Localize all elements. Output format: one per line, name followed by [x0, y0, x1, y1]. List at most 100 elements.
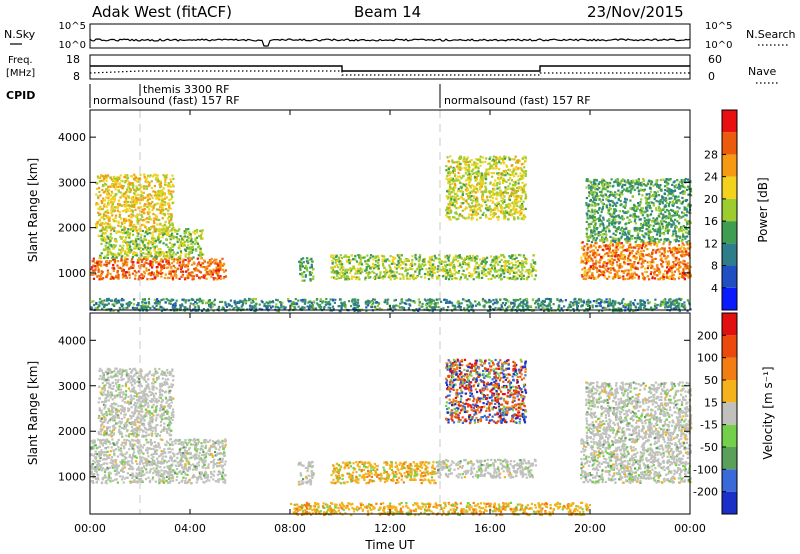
colorbar-segment-2	[722, 243, 737, 266]
velocity-cbar-tick-7: -200	[693, 486, 718, 499]
ytick-label-0: 1000	[58, 267, 86, 280]
ytick-label-1: 2000	[58, 222, 86, 235]
colorbar-segment-4	[722, 402, 737, 425]
colorbar-segment-3	[722, 221, 737, 244]
cpid-entry-normalsound-1: normalsound (fast) 157 RF	[93, 94, 240, 107]
freq-label-line1: Freq.	[8, 55, 33, 66]
scatter-region-7	[585, 381, 693, 441]
power-ylabel: Slant Range [km]	[26, 158, 40, 262]
ytick-label-2: 3000	[58, 176, 86, 189]
nsearch-tick-bottom: 10^0	[705, 40, 732, 51]
velocity-ylabel: Slant Range [km]	[26, 361, 40, 465]
velocity-cbar-tick-1: 100	[697, 352, 718, 365]
scatter-region-6	[580, 241, 692, 281]
nsearch-tick-top: 10^5	[705, 21, 732, 32]
scatter-region-3	[330, 460, 437, 485]
nsky-tick-bottom: 10^0	[59, 40, 86, 51]
nave-label: Nave	[748, 65, 776, 78]
colorbar-segment-8	[722, 313, 737, 336]
freq-tick-bottom: 8	[73, 70, 80, 83]
colorbar-segment-5	[722, 380, 737, 403]
freq-label-line2: [MHz]	[6, 68, 35, 79]
colorbar-segment-6	[722, 154, 737, 177]
colorbar-segment-3	[722, 424, 737, 447]
beam-label: Beam 14	[354, 3, 421, 21]
xtick-label-4: 16:00	[474, 522, 506, 535]
scatter-region-0	[90, 438, 227, 485]
scatter-region-8	[90, 297, 692, 313]
ytick-label-3: 4000	[58, 334, 86, 347]
scatter-region-2	[297, 460, 315, 486]
xaxis-label: Time UT	[364, 538, 415, 552]
cpid-row: CPID themis 3300 RF normalsound (fast) 1…	[6, 83, 591, 108]
power-cbar-tick-5: 24	[704, 171, 718, 184]
power-cbar-tick-4: 20	[704, 193, 718, 206]
freq-tick-top: 18	[66, 53, 80, 66]
power-cbar-tick-6: 28	[704, 148, 718, 161]
velocity-data-layer	[90, 358, 693, 517]
scatter-region-8	[290, 501, 591, 517]
time-axis: 00:00 04:00 08:00 12:00 16:00 20:00 00:00	[74, 110, 706, 535]
ytick-label-2: 3000	[58, 380, 86, 393]
nsearch-label: N.Search	[746, 28, 796, 41]
power-data-layer	[90, 155, 693, 313]
colorbar-segment-0	[722, 491, 737, 514]
colorbar-segment-7	[722, 335, 737, 358]
velocity-colorbar: 200 100 50 15 -15 -50 -100 -200	[693, 312, 738, 515]
date-label: 23/Nov/2015	[587, 3, 684, 21]
radar-title: Adak West (fitACF)	[92, 3, 232, 21]
power-cbar-tick-3: 16	[704, 215, 718, 228]
velocity-cbar-tick-0: 200	[697, 329, 718, 342]
scatter-region-5	[445, 358, 528, 425]
scatter-region-7	[585, 177, 693, 244]
xtick-label-1: 04:00	[174, 522, 206, 535]
xtick-label-3: 12:00	[374, 522, 406, 535]
nsky-tick-top: 10^5	[59, 21, 86, 32]
velocity-cbar-tick-5: -50	[700, 441, 718, 454]
scatter-region-5	[445, 155, 528, 221]
colorbar-segment-7	[722, 132, 737, 155]
power-colorbar-label: Power [dB]	[756, 177, 770, 242]
colorbar-segment-0	[722, 287, 737, 310]
power-colorbar: 4 8 12 16 20 24 28	[704, 109, 738, 311]
nsky-trace	[89, 38, 691, 47]
velocity-panel: 1000 2000 3000 4000 Slant Range [km] 200 100…	[26, 312, 775, 517]
velocity-colorbar-label: Velocity [m s⁻¹]	[761, 366, 775, 459]
power-cbar-tick-0: 4	[711, 282, 718, 295]
velocity-cbar-tick-4: -15	[700, 419, 718, 432]
nsky-panel: N.Sky 10^5 10^0 10^5 10^0 N.Search	[4, 21, 796, 51]
nave-tick-bottom: 0	[708, 70, 715, 83]
xtick-label-2: 08:00	[274, 522, 306, 535]
velocity-cbar-tick-6: -100	[693, 463, 718, 476]
scatter-region-2	[95, 173, 175, 232]
power-cbar-tick-2: 12	[704, 237, 718, 250]
scatter-region-1	[97, 227, 205, 260]
ytick-label-3: 4000	[58, 131, 86, 144]
cpid-entry-themis: themis 3300 RF	[143, 83, 230, 96]
nave-tick-top: 60	[708, 53, 722, 66]
colorbar-segment-1	[722, 469, 737, 492]
scatter-region-4	[435, 458, 537, 479]
power-panel: 1000 2000 3000 4000 Slant Range [km] 4 8 12 16…	[26, 109, 770, 313]
ytick-label-1: 2000	[58, 425, 86, 438]
colorbar-segment-4	[722, 198, 737, 222]
cpid-label: CPID	[6, 89, 35, 102]
colorbar-segment-1	[722, 265, 737, 288]
colorbar-segment-2	[722, 447, 737, 470]
freq-trace	[90, 65, 690, 72]
xtick-label-5: 20:00	[574, 522, 606, 535]
scatter-region-4	[330, 253, 538, 281]
power-cbar-tick-1: 8	[711, 260, 718, 273]
freq-panel: Freq. [MHz] 18 8 60 0 Nave	[6, 53, 780, 84]
ytick-label-0: 1000	[58, 471, 86, 484]
xtick-label-0: 00:00	[74, 522, 106, 535]
colorbar-segment-6	[722, 357, 737, 380]
colorbar-segment-8	[722, 110, 737, 133]
cpid-entry-normalsound-2: normalsound (fast) 157 RF	[444, 94, 591, 107]
scatter-region-0	[90, 257, 228, 281]
velocity-cbar-tick-2: 50	[704, 374, 718, 387]
scatter-region-3	[298, 257, 315, 282]
nsky-label: N.Sky	[4, 28, 36, 41]
velocity-cbar-tick-3: 15	[704, 396, 718, 409]
